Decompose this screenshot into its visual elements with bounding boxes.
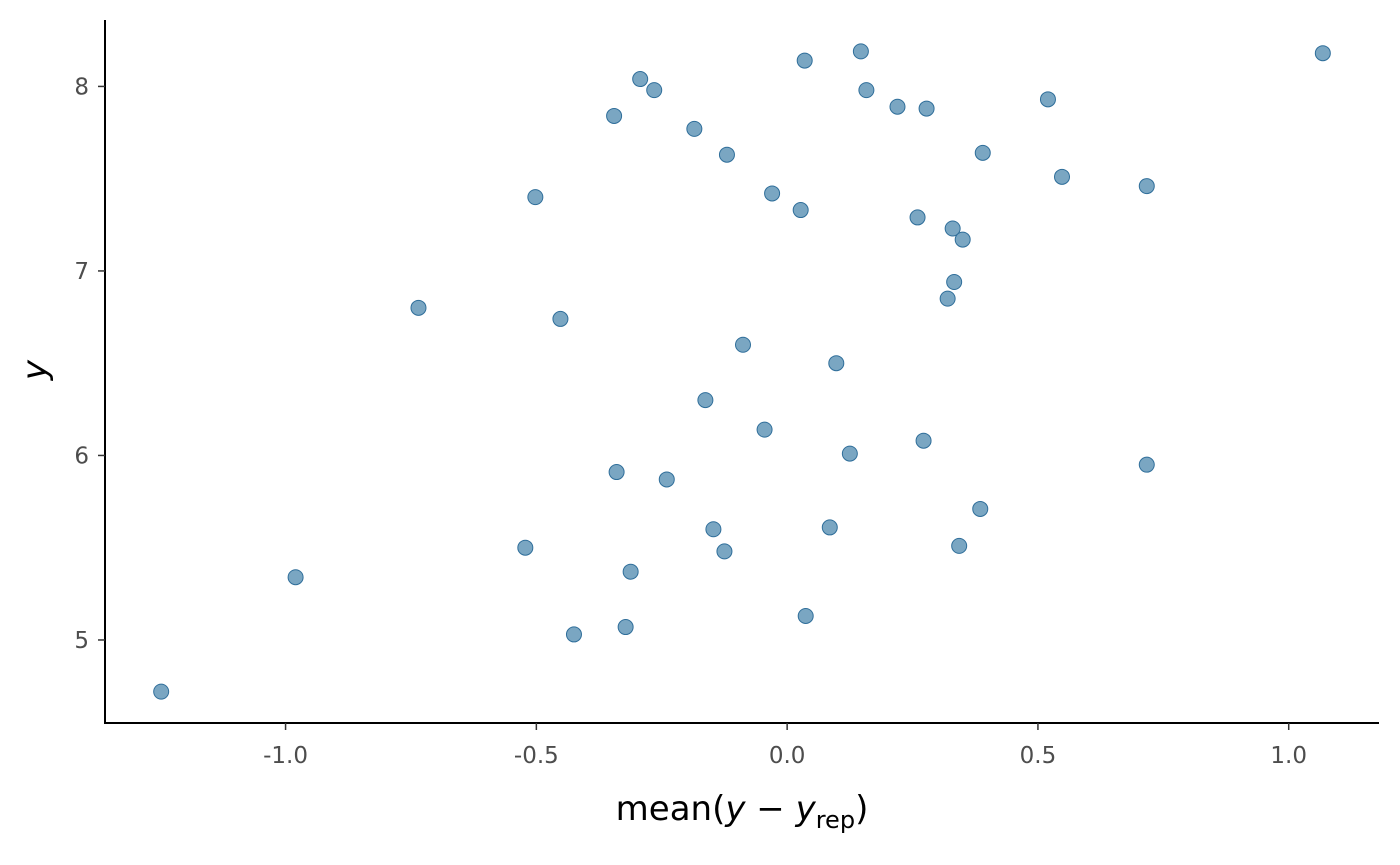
scatter-point-17	[792, 202, 809, 219]
scatter-point-20	[954, 231, 971, 248]
scatter-point-22	[939, 290, 956, 307]
scatter-point-16	[527, 189, 544, 206]
scatter-point-27	[697, 392, 714, 409]
x-axis-title-sub: rep	[816, 806, 855, 834]
scatter-point-42	[797, 607, 814, 624]
x-axis-title: mean(y − yrep)	[616, 789, 869, 834]
scatter-point-15	[764, 185, 781, 202]
y-tick-label-1: 6	[74, 443, 89, 469]
x-axis-title-var2: y	[795, 789, 817, 829]
scatter-point-33	[658, 471, 675, 488]
scatter-point-7	[889, 98, 906, 115]
scatter-point-25	[735, 336, 752, 353]
scatter-point-26	[828, 355, 845, 372]
scatter-point-43	[617, 619, 634, 636]
scatter-point-3	[632, 71, 649, 88]
scatter-point-5	[858, 82, 875, 99]
scatter-point-37	[951, 537, 968, 554]
scatter-point-8	[918, 100, 935, 117]
scatter-point-41	[287, 569, 304, 586]
scatter-point-30	[841, 445, 858, 462]
scatter-point-29	[915, 432, 932, 449]
x-tick-label-0: -1.0	[263, 743, 308, 769]
scatter-point-10	[686, 120, 703, 137]
scatter-point-35	[821, 519, 838, 536]
x-tick-label-2: 0.0	[769, 743, 806, 769]
y-tick-label-2: 7	[74, 259, 89, 285]
scatter-point-12	[718, 146, 735, 163]
x-ticks: -1.0 -0.5 0.0 0.5 1.0	[263, 723, 1307, 769]
scatter-point-4	[646, 82, 663, 99]
scatter-point-38	[517, 539, 534, 556]
x-axis-title-prefix: mean(	[616, 789, 726, 829]
x-axis-title-minus: −	[745, 789, 795, 829]
points-layer	[153, 43, 1331, 700]
y-ticks: 5 6 7 8	[74, 74, 105, 654]
y-tick-label-0: 5	[74, 628, 89, 654]
y-axis-title: y	[15, 359, 55, 381]
scatter-point-1	[1314, 45, 1331, 62]
scatter-point-31	[1138, 456, 1155, 473]
x-tick-label-3: 0.5	[1020, 743, 1057, 769]
scatter-point-0	[852, 43, 869, 60]
scatter-point-6	[1039, 91, 1056, 108]
scatter-point-14	[1138, 178, 1155, 195]
scatter-point-19	[944, 220, 961, 237]
scatter-point-9	[606, 107, 623, 124]
scatter-point-36	[705, 521, 722, 538]
x-axis-title-suffix: )	[855, 789, 868, 829]
scatter-point-40	[622, 563, 639, 580]
scatter-point-11	[974, 144, 991, 161]
scatter-point-28	[756, 421, 773, 438]
scatter-point-2	[796, 52, 813, 69]
scatter-point-34	[972, 500, 989, 517]
x-tick-label-4: 1.0	[1270, 743, 1307, 769]
scatter-point-21	[946, 274, 963, 291]
y-tick-label-3: 8	[74, 74, 89, 100]
scatter-point-18	[909, 209, 926, 226]
x-tick-label-1: -0.5	[514, 743, 559, 769]
scatter-point-44	[565, 626, 582, 643]
scatter-point-32	[608, 464, 625, 481]
scatter-point-13	[1054, 168, 1071, 185]
scatter-point-45	[153, 683, 170, 700]
x-axis-title-var: y	[724, 789, 746, 829]
scatter-point-39	[716, 543, 733, 560]
scatter-point-24	[552, 310, 569, 327]
scatter-point-23	[410, 299, 427, 316]
